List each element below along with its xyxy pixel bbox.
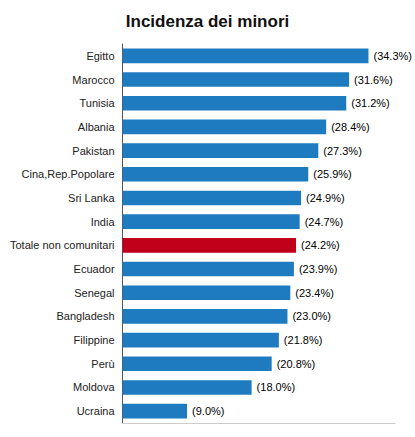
svg-text:Pakistan: Pakistan — [72, 145, 114, 157]
svg-text:Cina,Rep.Popolare: Cina,Rep.Popolare — [22, 168, 115, 180]
svg-text:(23.0%): (23.0%) — [292, 310, 331, 322]
svg-text:Sri Lanka: Sri Lanka — [68, 192, 115, 204]
svg-text:(27.3%): (27.3%) — [323, 145, 362, 157]
svg-text:(23.4%): (23.4%) — [295, 287, 334, 299]
svg-text:Totale non comunitari: Totale non comunitari — [10, 239, 115, 251]
svg-text:Ucraina: Ucraina — [77, 405, 116, 417]
svg-text:Perù: Perù — [91, 358, 114, 370]
svg-text:(18.0%): (18.0%) — [257, 381, 296, 393]
svg-text:(20.8%): (20.8%) — [277, 358, 316, 370]
svg-text:Egitto: Egitto — [86, 50, 114, 62]
svg-text:(31.2%): (31.2%) — [351, 97, 390, 109]
svg-text:Ecuador: Ecuador — [74, 263, 115, 275]
svg-text:Bangladesh: Bangladesh — [56, 310, 114, 322]
svg-text:Marocco: Marocco — [72, 74, 114, 86]
svg-text:(24.7%): (24.7%) — [305, 216, 344, 228]
svg-text:Tunisia: Tunisia — [79, 97, 115, 109]
svg-text:India: India — [91, 216, 116, 228]
svg-text:Moldova: Moldova — [73, 381, 115, 393]
svg-text:(24.2%): (24.2%) — [301, 239, 340, 251]
svg-text:Filippine: Filippine — [74, 334, 115, 346]
svg-text:(9.0%): (9.0%) — [192, 405, 224, 417]
svg-text:(23.9%): (23.9%) — [299, 263, 338, 275]
svg-text:(21.8%): (21.8%) — [284, 334, 323, 346]
svg-text:(25.9%): (25.9%) — [313, 168, 352, 180]
svg-text:(31.6%): (31.6%) — [354, 74, 393, 86]
svg-text:(24.9%): (24.9%) — [306, 192, 345, 204]
svg-text:(34.3%): (34.3%) — [373, 50, 412, 62]
svg-text:Senegal: Senegal — [74, 287, 114, 299]
svg-text:Albania: Albania — [78, 121, 116, 133]
svg-text:(28.4%): (28.4%) — [331, 121, 370, 133]
svg-text:Incidenza dei minori: Incidenza dei minori — [126, 12, 289, 31]
